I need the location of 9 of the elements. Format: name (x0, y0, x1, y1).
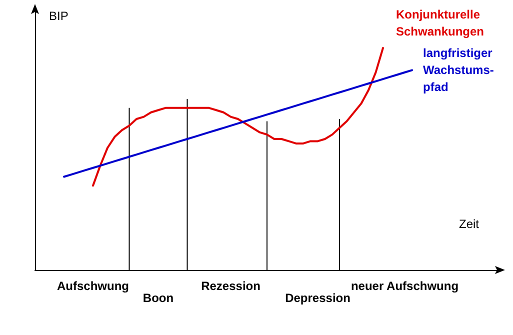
x-axis-title: Zeit (459, 217, 480, 231)
x-tick-label: Aufschwung (57, 279, 129, 293)
series-label: langfristiger Wachstums-pfad (423, 46, 494, 94)
x-tick-label: Rezession (201, 279, 260, 293)
series-label: Konjunkturelle Schwankungen (396, 7, 484, 38)
x-tick-label: Depression (285, 291, 350, 305)
y-axis-title: BIP (49, 9, 68, 23)
x-tick-label: Boon (142, 291, 174, 305)
x-tick-label: neuer Aufschwung (350, 279, 459, 293)
